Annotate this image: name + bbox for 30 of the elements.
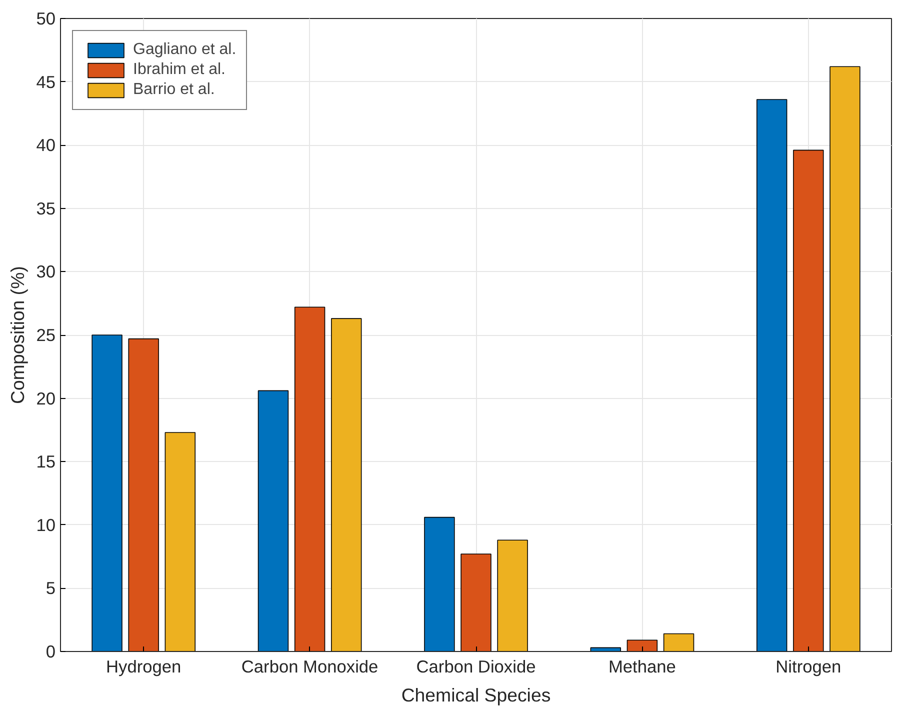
bar bbox=[830, 66, 860, 652]
y-tick-label: 10 bbox=[36, 514, 56, 535]
y-axis-title: Composition (%) bbox=[7, 266, 28, 404]
bar bbox=[164, 432, 196, 652]
bar bbox=[756, 99, 788, 652]
x-tick-label: Carbon Dioxide bbox=[416, 656, 536, 676]
x-axis-title: Chemical Species bbox=[401, 684, 551, 706]
legend-label: Gagliano et al. bbox=[133, 41, 236, 59]
bar bbox=[663, 633, 694, 652]
y-tick-label: 45 bbox=[36, 72, 56, 92]
x-tick-label: Carbon Monoxide bbox=[241, 656, 378, 676]
y-tick-label: 40 bbox=[36, 135, 56, 156]
y-tick-label: 25 bbox=[36, 325, 56, 345]
x-tick-label: Nitrogen bbox=[776, 656, 842, 676]
y-tick-label: 15 bbox=[36, 452, 56, 472]
y-tick-label: 35 bbox=[36, 198, 56, 218]
legend-label: Barrio et al. bbox=[133, 81, 215, 99]
legend-label: Ibrahim et al. bbox=[133, 61, 226, 79]
bar bbox=[331, 318, 362, 652]
bar bbox=[92, 334, 122, 652]
bar bbox=[258, 390, 289, 652]
y-tick-label: 5 bbox=[46, 578, 56, 598]
x-tick-label: Methane bbox=[608, 656, 676, 676]
y-tick-label: 30 bbox=[36, 262, 56, 282]
bar bbox=[497, 540, 528, 652]
y-tick-label: 50 bbox=[36, 8, 56, 28]
y-tick-label: 20 bbox=[36, 388, 56, 408]
x-tick-label: Hydrogen bbox=[106, 656, 182, 676]
y-tick-label: 0 bbox=[46, 642, 56, 662]
bar bbox=[424, 516, 455, 652]
